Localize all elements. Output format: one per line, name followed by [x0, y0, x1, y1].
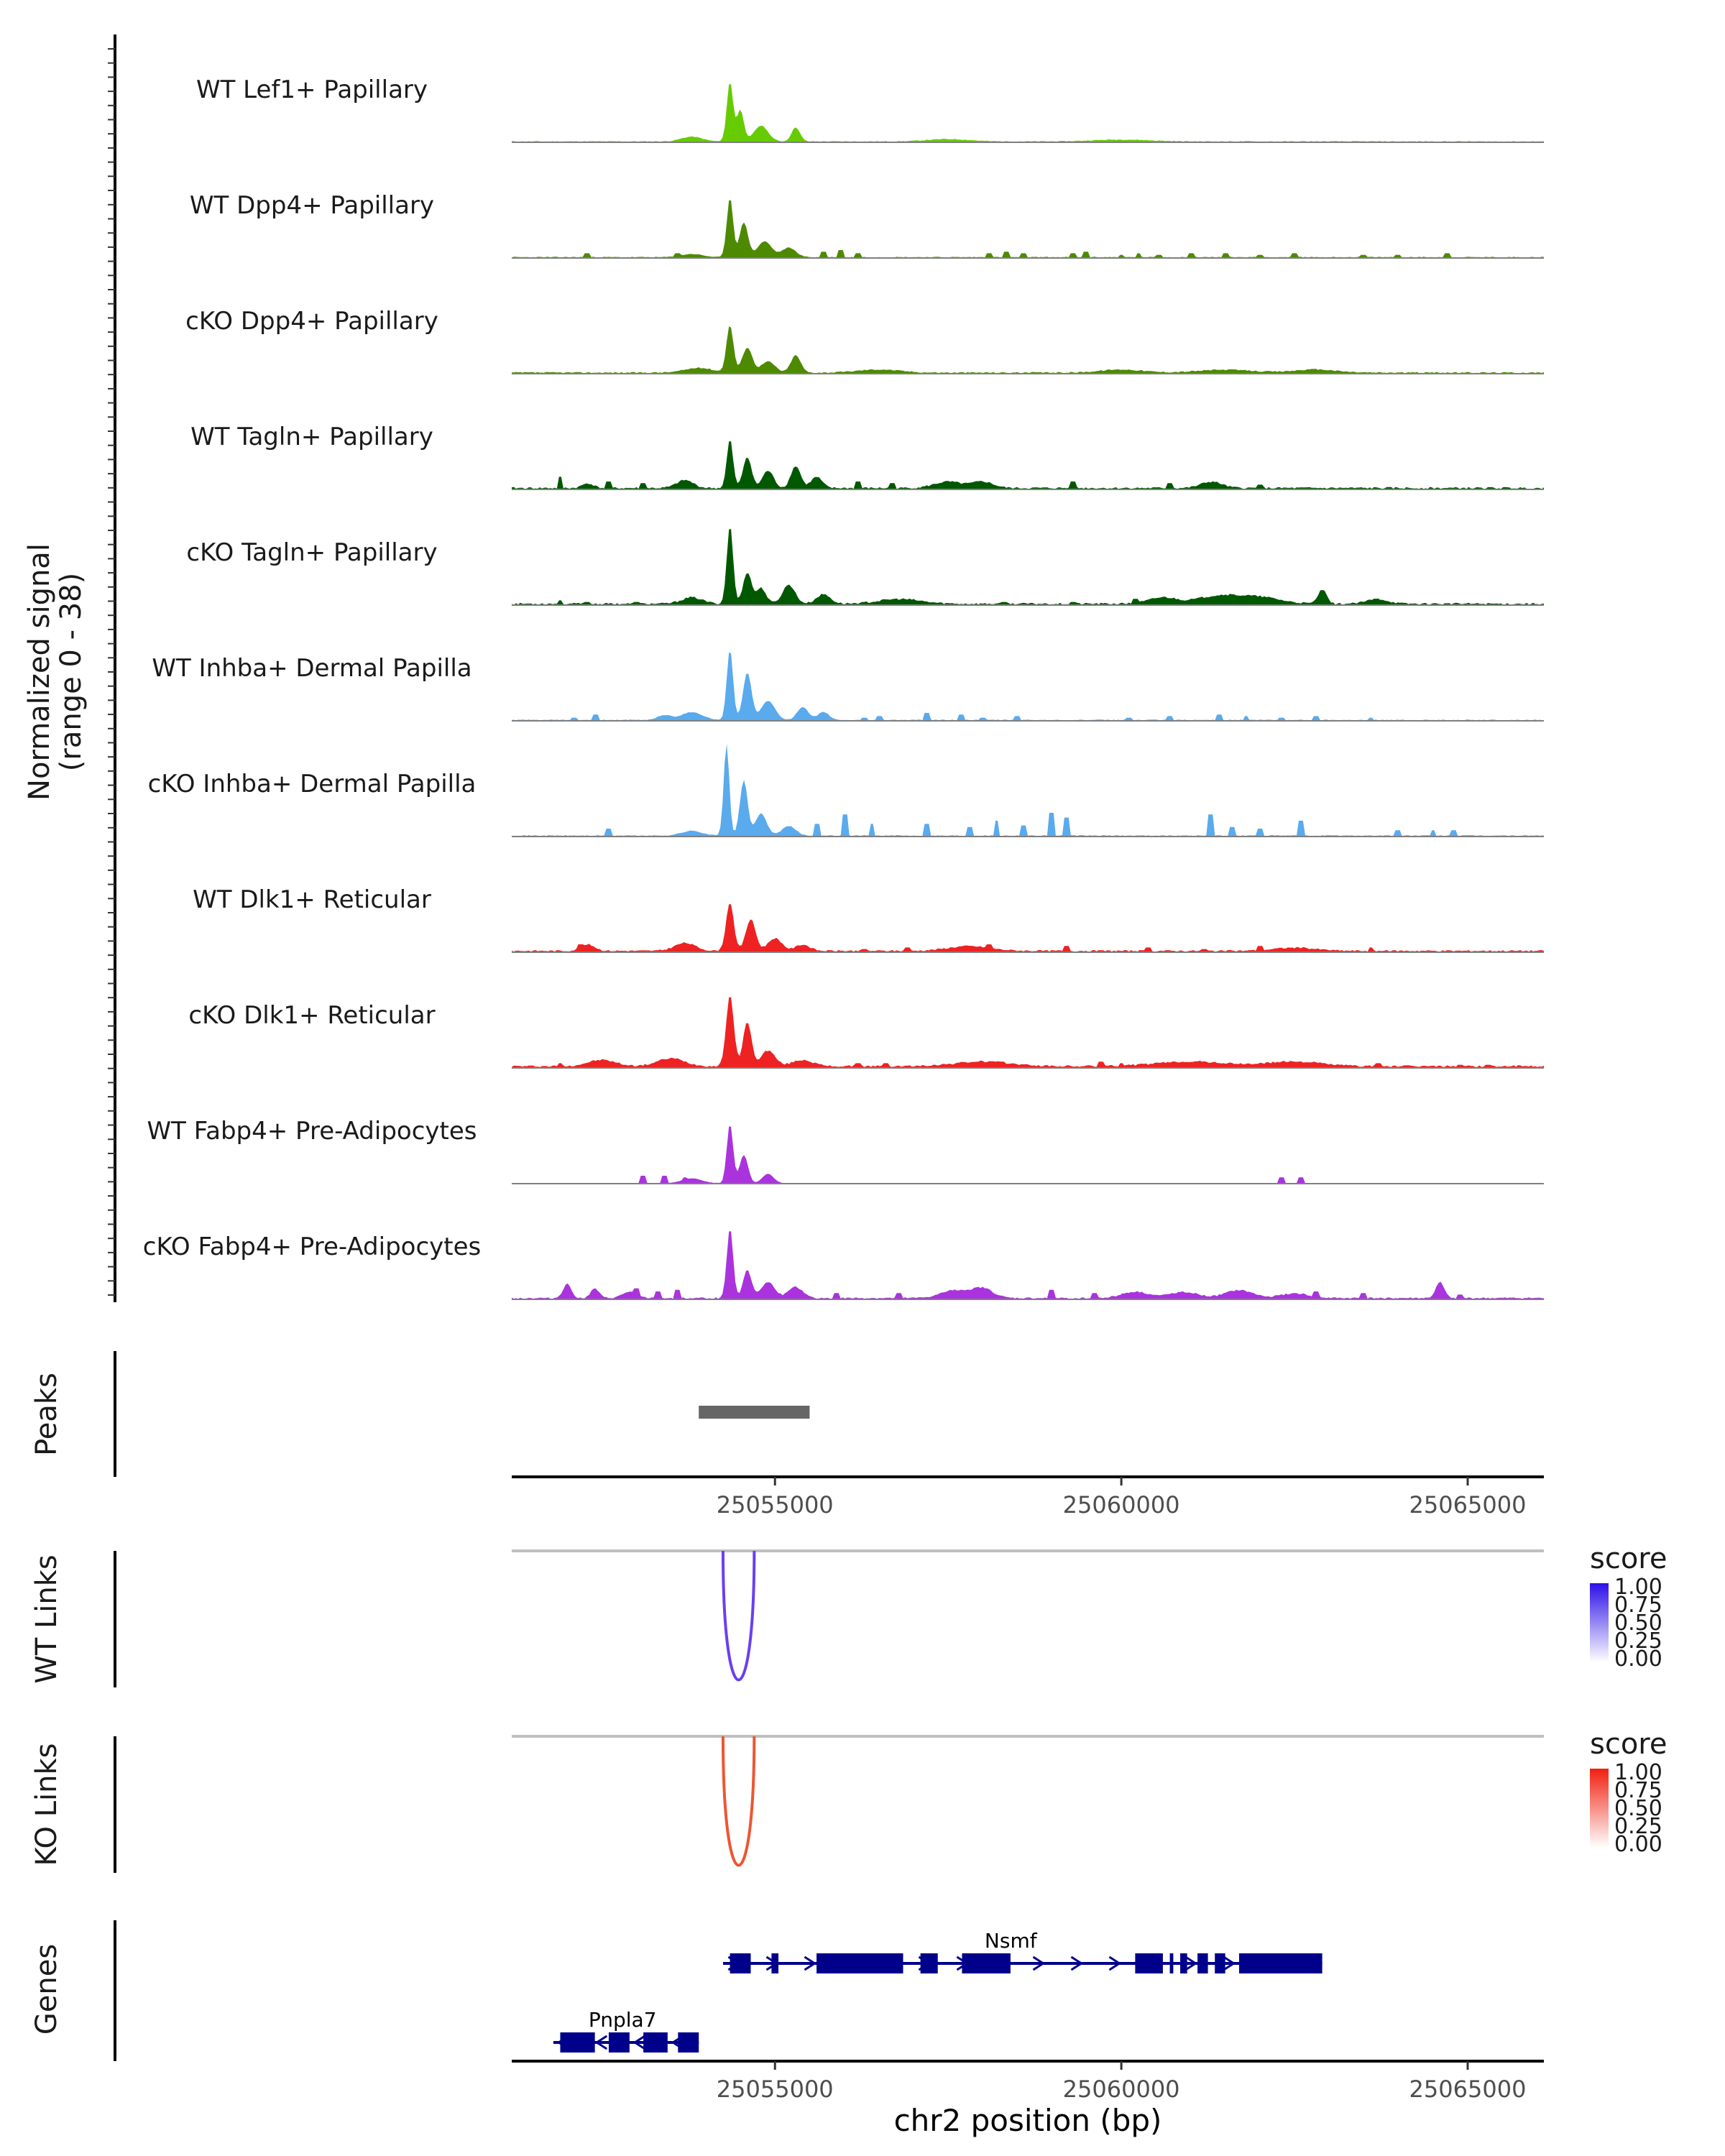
coverage-area: [512, 904, 1544, 952]
track-label: WT Dlk1+ Reticular: [193, 885, 431, 914]
coverage-area: [512, 84, 1544, 142]
coverage-tracks: WT Lef1+ Papillary WT Dpp4+ Papillary cKO …: [143, 75, 1544, 1300]
peaks-track: [699, 1406, 810, 1419]
legend-tick-label: 0.50: [1614, 1796, 1662, 1821]
genes-track: Nsmf Pnpla7: [553, 1929, 1322, 2053]
exon: [816, 1953, 903, 1973]
track-label: cKO Tagln+ Papillary: [186, 538, 437, 567]
exon: [678, 2032, 699, 2053]
genes-y-label: Genes: [30, 1944, 63, 2035]
exon: [1238, 1953, 1322, 1973]
track-label: WT Lef1+ Papillary: [196, 75, 428, 104]
gene-name: Nsmf: [985, 1929, 1038, 1953]
track-label: cKO Dpp4+ Papillary: [185, 307, 438, 336]
coverage-area: [512, 529, 1544, 605]
peaks-y-label: Peaks: [30, 1373, 63, 1456]
exon: [1197, 1953, 1208, 1973]
exon: [608, 2032, 630, 2053]
coverage-y-label: Normalized signal: [23, 543, 56, 801]
exon: [1180, 1953, 1187, 1973]
legend-tick-label: 0.75: [1614, 1593, 1662, 1618]
legend-tick-label: 1.00: [1614, 1575, 1662, 1600]
x-tick-label: 25055000: [717, 2076, 834, 2103]
x-tick-label: 25055000: [717, 1491, 834, 1519]
strand-arrow: [1108, 1955, 1122, 1971]
peak-bar: [699, 1406, 810, 1419]
coverage-area: [512, 1231, 1544, 1299]
track-label: WT Dpp4+ Papillary: [190, 191, 434, 220]
links-y-label: WT Links: [30, 1554, 63, 1683]
legend-tick-label: 0.00: [1614, 1832, 1662, 1857]
gene-name: Pnpla7: [589, 2008, 657, 2032]
track-label: WT Fabp4+ Pre-Adipocytes: [147, 1117, 477, 1146]
exon: [560, 2032, 595, 2053]
legend-tick-label: 0.25: [1614, 1628, 1662, 1654]
track-label: WT Tagln+ Papillary: [190, 423, 433, 451]
legend-colorbar: [1590, 1769, 1609, 1848]
exon: [771, 1953, 779, 1973]
track-label: WT Inhba+ Dermal Papilla: [152, 654, 472, 683]
x-axis-title: chr2 position (bp): [894, 2103, 1162, 2138]
legend-title: score: [1590, 1542, 1667, 1575]
coverage-area: [512, 652, 1544, 721]
coverage-area: [512, 1126, 1544, 1184]
exon: [1169, 1953, 1174, 1973]
strand-arrow: [1184, 1955, 1198, 1971]
track-label: cKO Dlk1+ Reticular: [188, 1001, 435, 1030]
exon: [1135, 1953, 1163, 1973]
x-tick-label: 25065000: [1409, 2076, 1527, 2103]
x-tick-label: 25060000: [1063, 1491, 1180, 1519]
exon: [730, 1953, 751, 1973]
legend-tick-label: 0.75: [1614, 1778, 1662, 1803]
legend-colorbar: [1590, 1583, 1609, 1662]
coverage-area: [512, 744, 1544, 837]
link-arc: [721, 1550, 756, 1682]
track-label: cKO Inhba+ Dermal Papilla: [148, 770, 477, 798]
x-tick-label: 25065000: [1409, 1491, 1527, 1519]
legend-tick-label: 0.50: [1614, 1611, 1662, 1636]
strand-arrow: [594, 2035, 608, 2050]
strand-arrow: [804, 1955, 817, 1971]
strand-arrow: [1223, 1955, 1236, 1971]
link-arc: [721, 1736, 756, 1867]
x-tick-label: 25060000: [1063, 2076, 1180, 2103]
exon: [1215, 1953, 1225, 1973]
coverage-area: [512, 997, 1544, 1068]
coverage-y-label-range: (range 0 - 38): [55, 573, 88, 771]
legend-title: score: [1590, 1728, 1667, 1761]
coverage-area: [512, 326, 1544, 374]
coverage-area: [512, 441, 1544, 489]
track-label: cKO Fabp4+ Pre-Adipocytes: [143, 1233, 482, 1261]
coverage-y-axis: [108, 34, 116, 1302]
links-y-label: KO Links: [30, 1743, 63, 1866]
x-axis-bottom: 25055000 25060000 25065000: [717, 2061, 1527, 2103]
x-axis-top: 25055000 25060000 25065000: [717, 1477, 1527, 1519]
exon: [962, 1953, 1011, 1973]
exon: [920, 1953, 938, 1973]
legend-tick-label: 1.00: [1614, 1760, 1662, 1785]
exon: [643, 2032, 668, 2053]
coverage-area: [512, 200, 1544, 258]
legend-tick-label: 0.00: [1614, 1646, 1662, 1672]
strand-arrow: [1070, 1955, 1084, 1971]
strand-arrow: [632, 2035, 646, 2050]
strand-arrow: [1032, 1955, 1046, 1971]
legend-tick-label: 0.25: [1614, 1814, 1662, 1839]
